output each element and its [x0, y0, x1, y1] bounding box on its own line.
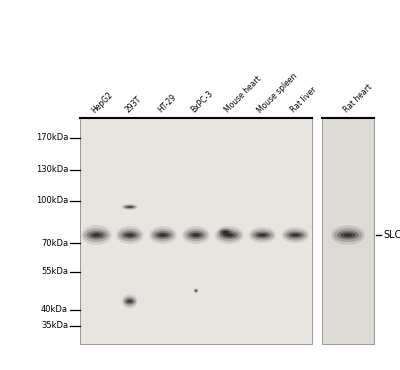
Ellipse shape	[187, 231, 205, 239]
Ellipse shape	[118, 229, 141, 241]
Ellipse shape	[215, 226, 244, 244]
Ellipse shape	[282, 227, 309, 243]
Ellipse shape	[254, 232, 271, 239]
Text: 293T: 293T	[123, 95, 143, 115]
Ellipse shape	[284, 229, 307, 241]
Ellipse shape	[249, 227, 276, 243]
Ellipse shape	[160, 234, 166, 236]
Ellipse shape	[223, 231, 227, 233]
Ellipse shape	[116, 226, 143, 244]
Ellipse shape	[292, 234, 299, 236]
FancyBboxPatch shape	[80, 118, 312, 344]
Ellipse shape	[126, 299, 133, 303]
Ellipse shape	[337, 231, 359, 239]
Ellipse shape	[121, 231, 138, 239]
Ellipse shape	[289, 233, 302, 237]
Text: BxPC-3: BxPC-3	[190, 89, 215, 115]
Text: Rat heart: Rat heart	[342, 83, 374, 115]
Ellipse shape	[184, 229, 208, 241]
Text: 40kDa: 40kDa	[41, 305, 68, 314]
Ellipse shape	[128, 300, 132, 302]
Ellipse shape	[122, 295, 137, 308]
Text: 55kDa: 55kDa	[41, 268, 68, 276]
Ellipse shape	[251, 229, 274, 241]
Ellipse shape	[217, 229, 241, 241]
Ellipse shape	[220, 230, 230, 234]
Ellipse shape	[126, 206, 133, 208]
Ellipse shape	[223, 233, 236, 238]
Text: 170kDa: 170kDa	[36, 133, 68, 142]
Ellipse shape	[331, 225, 365, 245]
Ellipse shape	[220, 231, 238, 239]
Ellipse shape	[123, 296, 136, 306]
Ellipse shape	[151, 229, 174, 241]
Ellipse shape	[82, 225, 112, 245]
Text: Mouse heart: Mouse heart	[223, 75, 263, 115]
Ellipse shape	[122, 204, 138, 210]
Ellipse shape	[334, 228, 362, 242]
Ellipse shape	[193, 234, 200, 236]
Text: SLC28A2: SLC28A2	[383, 230, 400, 240]
Text: 35kDa: 35kDa	[41, 321, 68, 330]
Ellipse shape	[219, 229, 231, 235]
Text: HT-29: HT-29	[156, 93, 178, 115]
Ellipse shape	[286, 232, 304, 239]
Ellipse shape	[222, 231, 228, 233]
Ellipse shape	[87, 231, 106, 239]
Ellipse shape	[124, 233, 136, 238]
Ellipse shape	[194, 290, 198, 292]
Ellipse shape	[149, 226, 176, 244]
Text: HepG2: HepG2	[90, 90, 115, 115]
Text: Mouse spleen: Mouse spleen	[256, 71, 299, 115]
Ellipse shape	[340, 232, 356, 238]
Ellipse shape	[128, 206, 132, 208]
FancyBboxPatch shape	[322, 118, 374, 344]
Text: 70kDa: 70kDa	[41, 239, 68, 248]
Ellipse shape	[218, 227, 232, 237]
Ellipse shape	[90, 232, 103, 238]
Ellipse shape	[126, 234, 133, 236]
Ellipse shape	[93, 233, 100, 236]
Ellipse shape	[226, 234, 233, 236]
Ellipse shape	[194, 288, 198, 293]
Ellipse shape	[125, 298, 135, 305]
Ellipse shape	[195, 290, 197, 292]
Ellipse shape	[124, 206, 135, 208]
Ellipse shape	[190, 233, 202, 238]
Ellipse shape	[344, 233, 352, 236]
Ellipse shape	[182, 226, 210, 244]
Ellipse shape	[84, 228, 109, 242]
Ellipse shape	[194, 289, 198, 292]
Ellipse shape	[157, 233, 169, 238]
Ellipse shape	[259, 234, 266, 236]
Ellipse shape	[123, 205, 136, 209]
Ellipse shape	[196, 290, 197, 291]
Text: Rat liver: Rat liver	[289, 85, 318, 115]
Text: 130kDa: 130kDa	[36, 165, 68, 174]
Text: 100kDa: 100kDa	[36, 196, 68, 205]
Ellipse shape	[256, 233, 268, 237]
Ellipse shape	[154, 231, 172, 239]
